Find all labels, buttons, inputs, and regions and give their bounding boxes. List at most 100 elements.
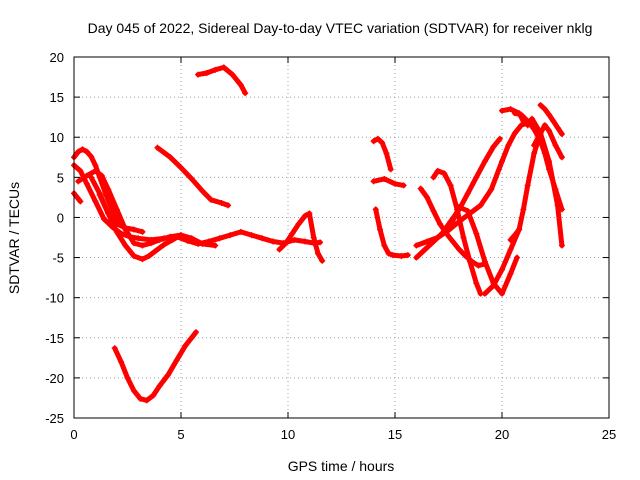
data-point	[424, 194, 431, 201]
data-point	[83, 180, 90, 187]
data-point	[507, 270, 514, 277]
data-point	[464, 190, 471, 197]
data-point	[295, 220, 302, 227]
data-point	[154, 144, 161, 151]
data-point	[445, 227, 452, 234]
data-point	[473, 174, 480, 181]
data-point	[173, 357, 180, 364]
series-trace	[499, 106, 565, 248]
data-point	[456, 246, 463, 253]
data-point	[558, 242, 565, 249]
data-point	[88, 153, 95, 160]
data-point	[377, 226, 384, 233]
series-arc-8	[195, 64, 249, 97]
data-point	[302, 238, 309, 245]
data-point	[554, 202, 561, 209]
data-point	[96, 191, 103, 198]
data-point	[434, 234, 441, 241]
data-point	[374, 135, 381, 142]
y-tick-label: -5	[52, 251, 64, 266]
data-point	[139, 256, 146, 263]
series-trace	[413, 120, 537, 248]
series-arc-4	[75, 167, 219, 249]
data-point	[511, 130, 518, 137]
series-arc-7	[154, 144, 232, 209]
data-point	[511, 232, 518, 239]
axis-layer: 0 5 10 15 20 25 -25 -20 -15 -10 -5 0 5 10 15 20	[45, 50, 616, 442]
data-point	[449, 238, 456, 245]
data-point	[306, 210, 313, 217]
data-point	[248, 232, 255, 239]
data-point	[130, 387, 137, 394]
data-point	[447, 182, 454, 189]
data-point	[413, 242, 420, 249]
data-point	[424, 238, 431, 245]
data-point	[513, 254, 520, 261]
data-point	[490, 282, 497, 289]
y-tick-label: 20	[50, 50, 64, 65]
data-point	[225, 202, 232, 209]
data-point	[92, 167, 99, 174]
data-point	[199, 240, 206, 247]
data-point	[456, 204, 463, 211]
data-point	[150, 392, 157, 399]
data-point	[436, 220, 443, 227]
data-point	[499, 158, 505, 165]
data-point	[524, 122, 531, 129]
data-point	[169, 236, 176, 243]
data-point	[291, 236, 298, 243]
data-point	[537, 130, 544, 137]
data-point	[92, 198, 99, 205]
series-arc-12	[370, 135, 394, 173]
x-tick-label: 0	[70, 427, 77, 442]
data-point	[167, 154, 174, 161]
data-point	[546, 127, 553, 134]
x-tick-label: 15	[388, 427, 402, 442]
data-point	[537, 102, 544, 109]
data-point	[92, 162, 99, 169]
data-point	[518, 122, 525, 129]
data-point	[481, 258, 488, 265]
x-axis-label: GPS time / hours	[288, 458, 395, 474]
series-arc-6	[96, 191, 146, 235]
y-tick-label: -10	[45, 291, 64, 306]
chart-title: Day 045 of 2022, Sidereal Day-to-day VTE…	[88, 20, 593, 36]
data-point	[83, 148, 90, 155]
y-tick-label: -25	[45, 411, 64, 426]
data-point	[100, 216, 107, 223]
data-point	[531, 142, 538, 149]
data-point	[383, 150, 390, 157]
data-point	[137, 395, 144, 402]
series-arc-18	[447, 204, 520, 297]
data-point	[75, 178, 82, 185]
data-point	[77, 198, 84, 205]
data-point	[130, 226, 137, 233]
y-tick-label: 5	[57, 170, 64, 185]
data-point	[212, 242, 219, 249]
data-point	[143, 397, 150, 404]
data-point	[207, 196, 214, 203]
data-point	[74, 194, 81, 201]
data-point	[130, 252, 137, 259]
series-trace	[71, 146, 124, 228]
data-point	[552, 142, 559, 149]
data-point	[541, 106, 548, 113]
data-point	[385, 250, 392, 257]
series-arc-1	[71, 190, 84, 205]
data-point	[466, 258, 473, 265]
data-point	[124, 374, 131, 381]
data-point	[430, 208, 437, 215]
data-point	[192, 329, 199, 336]
data-point	[456, 218, 463, 225]
data-point	[88, 174, 95, 181]
series-trace	[531, 122, 565, 160]
data-point	[145, 252, 152, 259]
x-tick-label: 5	[177, 427, 184, 442]
data-point	[237, 82, 244, 89]
data-point	[524, 182, 531, 189]
series-arc-9	[111, 329, 199, 404]
data-point	[317, 239, 324, 246]
data-point	[178, 164, 184, 171]
data-point	[441, 170, 448, 177]
